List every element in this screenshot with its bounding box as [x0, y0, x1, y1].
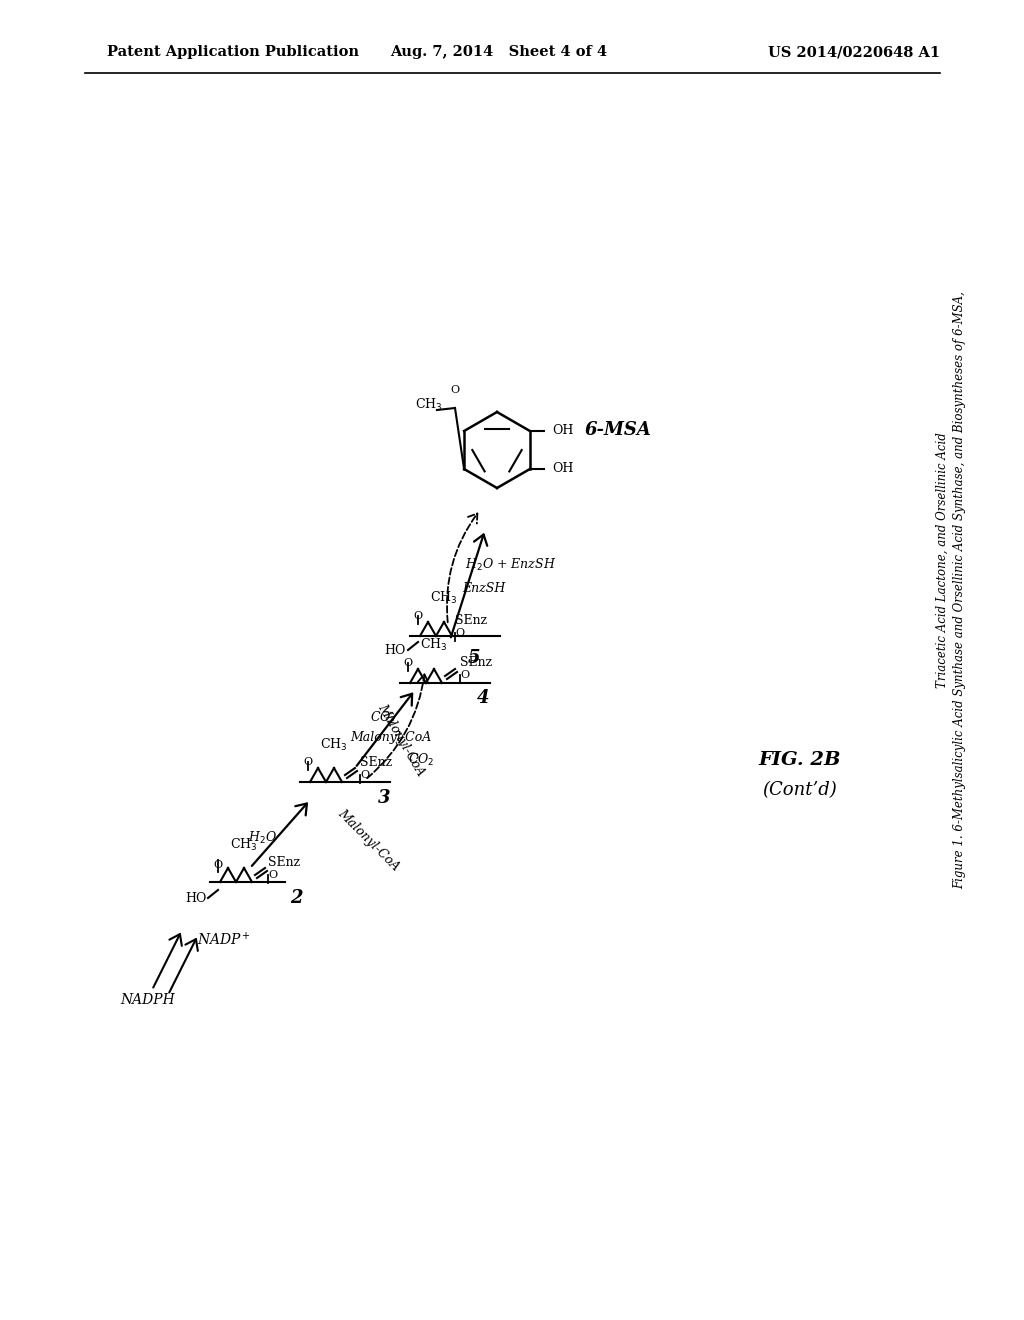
- Text: CH$_3$: CH$_3$: [416, 397, 442, 413]
- Text: 2: 2: [290, 888, 302, 907]
- Text: Malonyl-CoA: Malonyl-CoA: [350, 731, 431, 744]
- Text: O: O: [268, 870, 278, 880]
- Text: O: O: [455, 628, 464, 638]
- Text: Figure 1. 6-Methylsalicylic Acid Synthase and Orsellinic Acid Synthase, and Bios: Figure 1. 6-Methylsalicylic Acid Synthas…: [953, 292, 967, 888]
- Text: SEnz: SEnz: [460, 656, 493, 668]
- Text: CH$_3$: CH$_3$: [420, 638, 447, 653]
- Text: NADPH: NADPH: [121, 993, 175, 1007]
- Text: 3: 3: [378, 789, 390, 807]
- Text: SEnz: SEnz: [455, 614, 487, 627]
- Text: 5: 5: [468, 649, 480, 667]
- Text: O: O: [360, 770, 369, 780]
- Text: O: O: [451, 385, 460, 395]
- Text: CO$_2$: CO$_2$: [408, 752, 434, 768]
- Text: Malonyl-CoA: Malonyl-CoA: [375, 701, 427, 779]
- Text: Malonyl-CoA: Malonyl-CoA: [335, 807, 401, 874]
- Text: O: O: [414, 611, 423, 620]
- Text: Aug. 7, 2014   Sheet 4 of 4: Aug. 7, 2014 Sheet 4 of 4: [390, 45, 607, 59]
- Text: CH$_3$: CH$_3$: [230, 837, 257, 853]
- Text: 4: 4: [477, 689, 489, 708]
- Text: SEnz: SEnz: [360, 755, 392, 768]
- Text: EnzSH: EnzSH: [462, 582, 505, 594]
- Text: NADP$^+$: NADP$^+$: [197, 932, 251, 949]
- Text: O: O: [303, 756, 312, 767]
- Text: 6-MSA: 6-MSA: [585, 421, 652, 440]
- Text: OH: OH: [552, 462, 573, 475]
- Text: O: O: [460, 671, 469, 680]
- Text: Patent Application Publication: Patent Application Publication: [106, 45, 359, 59]
- Text: SEnz: SEnz: [268, 855, 300, 869]
- Text: Triacetic Acid Lactone, and Orsellinic Acid: Triacetic Acid Lactone, and Orsellinic A…: [936, 432, 948, 688]
- Text: CH$_3$: CH$_3$: [430, 590, 458, 606]
- Text: HO: HO: [185, 891, 207, 904]
- Text: H$_2$O: H$_2$O: [248, 830, 278, 846]
- Text: HO: HO: [385, 644, 406, 656]
- Text: CH$_3$: CH$_3$: [319, 737, 347, 752]
- Text: O: O: [403, 657, 413, 668]
- Text: H$_2$O + EnzSH: H$_2$O + EnzSH: [465, 557, 556, 573]
- Text: O: O: [213, 861, 222, 870]
- Text: (Cont’d): (Cont’d): [763, 781, 838, 799]
- Text: CO$_2$: CO$_2$: [370, 710, 396, 726]
- Text: US 2014/0220648 A1: US 2014/0220648 A1: [768, 45, 940, 59]
- Text: FIG. 2B: FIG. 2B: [759, 751, 842, 770]
- Text: OH: OH: [552, 425, 573, 437]
